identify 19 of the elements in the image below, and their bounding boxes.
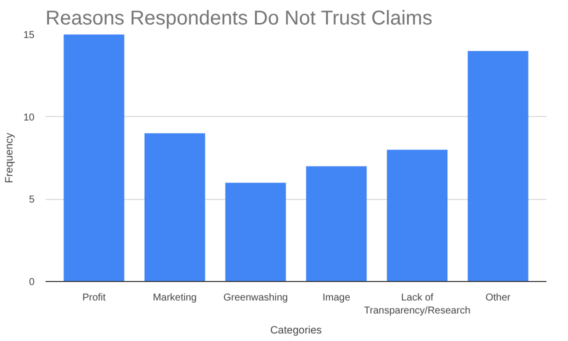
- bar: [144, 133, 206, 282]
- bar: [306, 166, 367, 282]
- bar: [386, 150, 448, 282]
- x-axis-title: Categories: [270, 324, 322, 337]
- bar: [64, 34, 124, 282]
- y-axis-title: Frequency: [3, 132, 16, 184]
- y-tick-label: 5: [28, 194, 35, 206]
- y-tick-label: 0: [28, 277, 35, 288]
- x-tick-label: Lack of Transparency/Research: [364, 292, 470, 317]
- bar: [468, 50, 528, 282]
- y-tick-label: 10: [23, 112, 35, 124]
- bar: [225, 182, 286, 282]
- x-tick-label: Other: [486, 292, 512, 304]
- x-tick-label: Greenwashing: [223, 292, 288, 304]
- y-tick-label: 15: [23, 30, 35, 41]
- x-tick-label: Image: [322, 292, 351, 304]
- x-tick-label: Profit: [82, 292, 106, 304]
- x-tick-label: Marketing: [152, 292, 197, 304]
- chart-title: Reasons Respondents Do Not Trust Claims: [46, 8, 432, 30]
